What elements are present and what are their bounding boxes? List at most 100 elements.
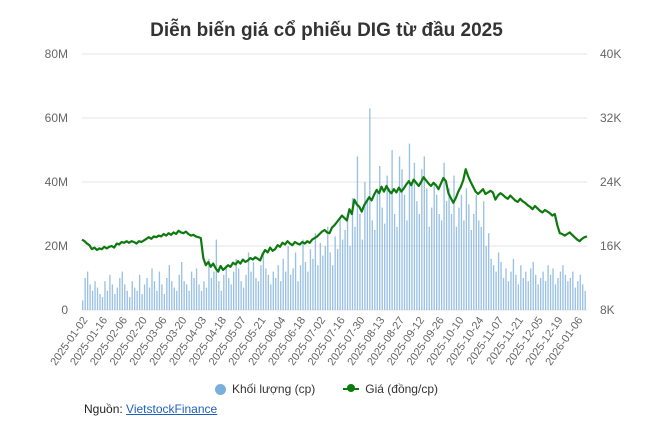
volume-bar — [218, 281, 220, 310]
volume-bar — [245, 274, 247, 310]
volume-bar — [433, 182, 435, 310]
volume-bar — [386, 175, 388, 310]
volume-bar — [334, 236, 336, 310]
volume-bar — [438, 214, 440, 310]
legend-item-price[interactable]: Giá (đồng/cp) — [343, 382, 438, 396]
y-tick-label-left: 80M — [45, 47, 68, 61]
volume-bar — [359, 214, 361, 310]
volume-bar — [190, 271, 193, 310]
volume-bar — [450, 214, 453, 310]
volume-bar — [475, 194, 477, 310]
volume-bar — [381, 207, 383, 310]
volume-bar — [225, 265, 227, 310]
volume-bar — [317, 265, 319, 310]
y-tick-label-left: 20M — [45, 239, 68, 253]
volume-bar — [96, 287, 99, 310]
volume-bar — [181, 262, 183, 310]
volume-bar — [361, 239, 364, 310]
price-line — [81, 168, 588, 273]
source-prefix: Nguồn: — [84, 402, 123, 416]
volume-bar — [512, 258, 515, 310]
volume-bar — [411, 182, 413, 310]
volume-bar — [109, 274, 111, 310]
volume-bar — [428, 226, 430, 310]
volume-bar — [465, 188, 468, 310]
volume-bar — [455, 226, 458, 310]
y-tick-label-right: 16K — [600, 239, 621, 253]
volume-bar — [379, 166, 381, 310]
volume-bar — [89, 284, 91, 310]
volume-bar — [388, 188, 391, 310]
volume-bar — [220, 290, 222, 310]
volume-bar — [453, 175, 455, 310]
volume-bar — [208, 258, 210, 310]
volume-bar — [584, 290, 586, 310]
volume-bar — [200, 290, 203, 310]
source-link[interactable]: VietstockFinance — [126, 402, 218, 416]
volume-bar — [289, 274, 292, 310]
volume-bar — [421, 169, 423, 310]
volume-bar — [314, 233, 317, 310]
volume-bar — [151, 268, 153, 310]
volume-bar — [84, 278, 86, 310]
volume-bar — [146, 278, 148, 310]
volume-bar — [369, 108, 371, 311]
volume-bar — [119, 278, 121, 310]
volume-bar — [431, 207, 433, 310]
volume-bar — [396, 226, 398, 310]
volume-bar — [463, 220, 465, 310]
volume-bar — [94, 281, 96, 310]
volume-bar — [582, 284, 584, 310]
volume-bar — [309, 249, 312, 310]
volume-bar — [166, 278, 168, 310]
volume-bar — [458, 207, 460, 310]
volume-bar — [237, 268, 240, 310]
legend-price-label: Giá (đồng/cp) — [365, 382, 438, 396]
volume-bar — [233, 271, 235, 310]
volume-bar — [366, 198, 369, 310]
volume-bar — [371, 220, 373, 310]
volume-bar — [178, 274, 180, 310]
volume-bar — [292, 268, 294, 310]
volume-bar — [106, 290, 109, 310]
volume-bar — [136, 290, 138, 310]
legend-item-volume[interactable]: Khối lượng (cp) — [215, 382, 315, 396]
volume-bar — [153, 281, 156, 310]
volume-bar — [341, 239, 344, 310]
volume-bar — [544, 281, 547, 310]
volume-bar — [470, 230, 473, 310]
volume-bar — [515, 274, 517, 310]
volume-bar — [329, 252, 331, 310]
volume-bar — [500, 262, 502, 310]
volume-bar — [230, 284, 232, 310]
volume-bar — [299, 265, 302, 310]
volume-bar — [148, 287, 151, 310]
volume-bar — [557, 278, 559, 310]
volume-bar — [126, 290, 128, 310]
volume-bar — [562, 265, 564, 310]
volume-bar — [510, 271, 512, 310]
volume-bar — [193, 278, 195, 310]
volume-bar — [161, 284, 163, 310]
volume-bar — [195, 268, 198, 310]
y-tick-label-right: 32K — [600, 111, 621, 125]
volume-bar — [339, 220, 341, 310]
volume-bar — [473, 214, 475, 310]
y-tick-label-left: 40M — [45, 175, 68, 189]
volume-bar — [559, 271, 562, 310]
volume-bar — [265, 268, 267, 310]
volume-bar — [374, 230, 376, 310]
volume-bar — [250, 271, 252, 310]
volume-bar — [280, 281, 282, 310]
volume-bar — [332, 265, 334, 310]
volume-bar — [255, 278, 257, 310]
volume-bar — [270, 284, 272, 310]
volume-bar — [203, 281, 205, 310]
volume-bar — [495, 271, 497, 310]
volume-bar — [143, 284, 146, 310]
volume-bar — [141, 294, 143, 310]
volume-bar — [564, 274, 567, 310]
volume-bar — [91, 290, 94, 310]
chart-title: Diễn biến giá cổ phiếu DIG từ đầu 2025 — [150, 20, 503, 41]
